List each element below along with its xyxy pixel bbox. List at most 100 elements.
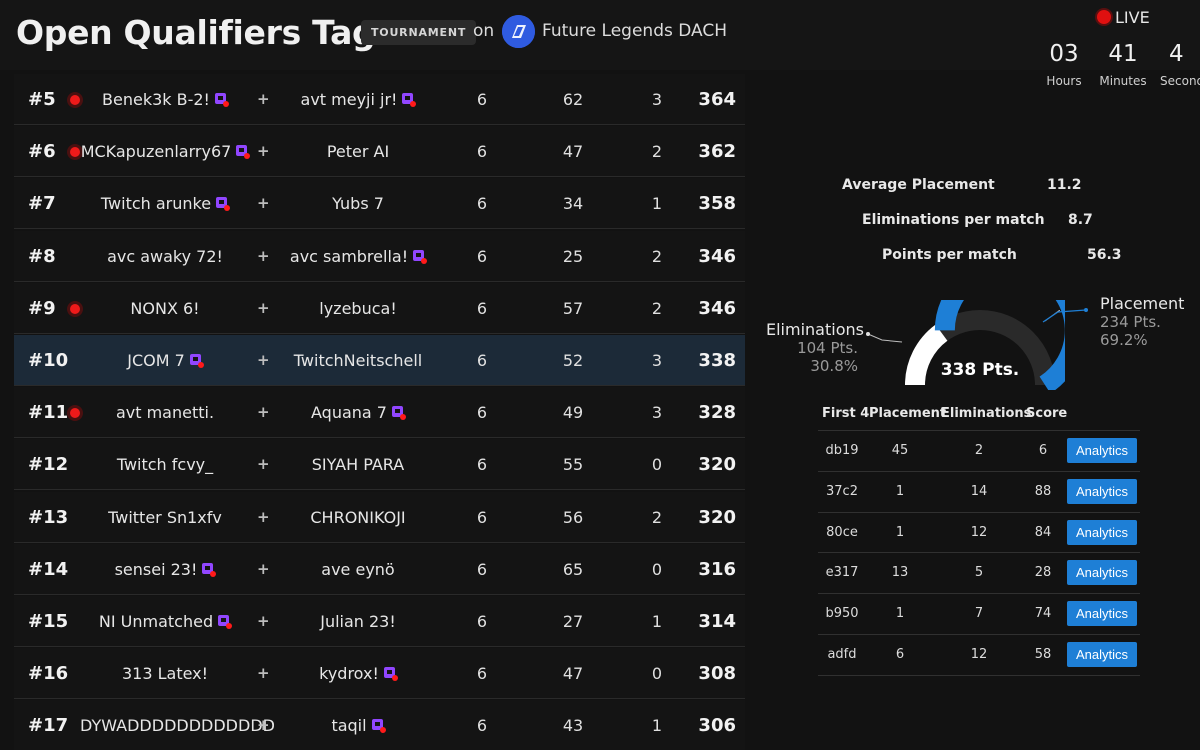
player-two[interactable]: Aquana 7 <box>269 387 447 438</box>
org-logo-icon[interactable] <box>502 15 535 48</box>
twitch-icon[interactable] <box>189 354 204 368</box>
org-name-link[interactable]: Future Legends DACH <box>542 21 728 41</box>
twitch-icon[interactable] <box>216 197 231 212</box>
page-header: Open Qualifiers Tag 1 TOURNAMENT on Futu… <box>0 0 1200 88</box>
player-two[interactable]: avt meyji jr! <box>269 74 447 125</box>
player-one[interactable]: MCKapuzenlarry67 <box>80 126 251 177</box>
leaderboard-row[interactable]: #15 NI Unmatched + Julian 23! 6 27 1 314 <box>14 596 745 647</box>
player-two[interactable]: SIYAH PARA <box>269 439 447 490</box>
eliminations-count: 56 <box>562 507 584 527</box>
analytics-button[interactable]: Analytics <box>1067 642 1137 667</box>
leaderboard-row[interactable]: #10 JCOM 7 + TwitchNeitschell 6 52 3 338 <box>14 335 745 386</box>
countdown-minutes-value: 41 <box>1108 41 1138 67</box>
leaderboard-row[interactable]: #16 313 Latex! + kydrox! 6 47 0 308 <box>14 648 745 700</box>
player-two[interactable]: taqil <box>269 700 447 750</box>
player-one[interactable]: Benek3k B-2! <box>80 74 250 125</box>
player-two[interactable]: TwitchNeitschell <box>269 335 447 386</box>
twitch-icon[interactable] <box>214 93 229 107</box>
analytics-button[interactable]: Analytics <box>1067 438 1137 463</box>
analytics-button[interactable]: Analytics <box>1067 519 1137 545</box>
player-one[interactable]: sensei 23! <box>80 544 250 595</box>
player-two[interactable]: avc sambrella! <box>269 231 447 282</box>
leaderboard-row[interactable]: #11 avt manetti. + Aquana 7 6 49 3 328 <box>14 387 745 439</box>
player-one[interactable]: avt manetti. <box>80 387 250 438</box>
eliminations-count: 57 <box>562 298 584 318</box>
player-one[interactable]: avc awaky 72! <box>80 231 250 282</box>
match-placement: 1 <box>895 483 905 499</box>
analytics-button[interactable]: Analytics <box>1067 478 1137 504</box>
on-label: on <box>473 21 495 41</box>
twitch-icon[interactable] <box>413 249 428 264</box>
twitch-icon[interactable] <box>402 93 417 107</box>
page-title: Open Qualifiers Tag 1 <box>16 13 410 52</box>
leaderboard-row[interactable]: #12 Twitch fcvy_ + SIYAH PARA 6 55 0 320 <box>14 439 745 491</box>
player-two[interactable]: CHRONIKOJI <box>269 492 447 543</box>
leaderboard-row[interactable]: #5 Benek3k B-2! + avt meyji jr! 6 62 3 364 <box>14 74 745 125</box>
player-two[interactable]: Yubs 7 <box>269 178 447 229</box>
stat-value-elims-per-match: 8.7 <box>1068 212 1093 228</box>
team-rank: #16 <box>28 663 69 685</box>
player-one[interactable]: JCOM 7 <box>80 335 250 386</box>
team-rank: #9 <box>28 297 56 319</box>
twitch-icon[interactable] <box>202 562 217 577</box>
eliminations-count: 47 <box>562 664 584 684</box>
leaderboard-row[interactable]: #13 Twitter Sn1xfv + CHRONIKOJI 6 56 2 320 <box>14 491 745 543</box>
matches-divider <box>818 470 1140 472</box>
player-one[interactable]: NONX 6! <box>80 283 250 334</box>
player-one[interactable]: Twitter Sn1xfv <box>80 492 250 543</box>
leaderboard-row[interactable]: #14 sensei 23! + ave eynö 6 65 0 316 <box>14 543 745 595</box>
countdown-seconds: 4 Second <box>1160 41 1200 88</box>
total-points: 306 <box>698 715 736 737</box>
player-two-name: ave eynö <box>321 559 395 579</box>
twitch-icon[interactable] <box>218 615 233 629</box>
analytics-button[interactable]: Analytics <box>1067 560 1137 586</box>
player-one-name: NI Unmatched <box>98 612 214 631</box>
player-two[interactable]: Peter AI <box>269 126 447 177</box>
player-one-name: avc awaky 72! <box>107 246 223 266</box>
player-one[interactable]: DYWADDDDDDDDDDDD <box>80 700 275 750</box>
matches-header-score: Score <box>1026 406 1068 421</box>
match-id: 80ce <box>826 524 858 540</box>
matches-divider <box>818 511 1140 513</box>
leaderboard-row[interactable]: #6 MCKapuzenlarry67 + Peter AI 6 47 2 362 <box>14 126 745 178</box>
player-two[interactable]: Julian 23! <box>269 596 447 647</box>
player-two[interactable]: ave eynö <box>269 544 447 595</box>
player-two[interactable]: kydrox! <box>269 648 447 699</box>
countdown-hours: 03 Hours <box>1046 41 1082 88</box>
match-eliminations: 7 <box>974 606 984 622</box>
live-dot-icon <box>70 95 80 105</box>
matches-header-eliminations: Eliminations <box>941 406 1032 421</box>
twitch-icon[interactable] <box>371 719 386 734</box>
matches-played: 6 <box>476 403 488 423</box>
player-one[interactable]: NI Unmatched <box>80 596 250 647</box>
player-two-name: CHRONIKOJI <box>310 507 406 527</box>
leaderboard-row[interactable]: #17 DYWADDDDDDDDDDDD + taqil 6 43 1 306 <box>14 700 745 750</box>
player-two[interactable]: lyzebuca! <box>269 283 447 334</box>
leaderboard-row[interactable]: #8 avc awaky 72! + avc sambrella! 6 25 2 346 <box>14 230 745 282</box>
stat-value-points-per-match: 56.3 <box>1087 247 1122 263</box>
total-points: 338 <box>698 350 736 371</box>
leaderboard-row[interactable]: #7 Twitch arunke + Yubs 7 6 34 1 358 <box>14 178 745 230</box>
twitch-icon[interactable] <box>236 145 251 160</box>
eliminations-count: 52 <box>562 351 584 370</box>
twitch-icon[interactable] <box>383 667 398 682</box>
total-points: 358 <box>698 193 736 215</box>
stat-label-elims-per-match: Eliminations per match <box>862 212 1045 228</box>
analytics-button[interactable]: Analytics <box>1067 601 1137 627</box>
plus-icon: + <box>257 351 270 369</box>
plus-icon: + <box>257 455 270 474</box>
total-points: 346 <box>698 297 736 319</box>
wins-count: 1 <box>651 716 663 736</box>
matches-played: 6 <box>476 612 488 631</box>
player-one[interactable]: 313 Latex! <box>80 648 250 699</box>
placement-name: Placement <box>1100 294 1185 313</box>
player-one[interactable]: Twitch arunke <box>80 178 250 229</box>
total-points: 364 <box>698 89 736 110</box>
match-placement: 6 <box>895 647 905 662</box>
twitch-icon[interactable] <box>391 406 406 421</box>
matches-divider <box>818 593 1140 595</box>
leaderboard-row[interactable]: #9 NONX 6! + lyzebuca! 6 57 2 346 <box>14 282 745 334</box>
player-one[interactable]: Twitch fcvy_ <box>80 439 250 490</box>
matches-header-placement: Placement <box>869 406 947 421</box>
match-eliminations: 2 <box>974 443 984 458</box>
